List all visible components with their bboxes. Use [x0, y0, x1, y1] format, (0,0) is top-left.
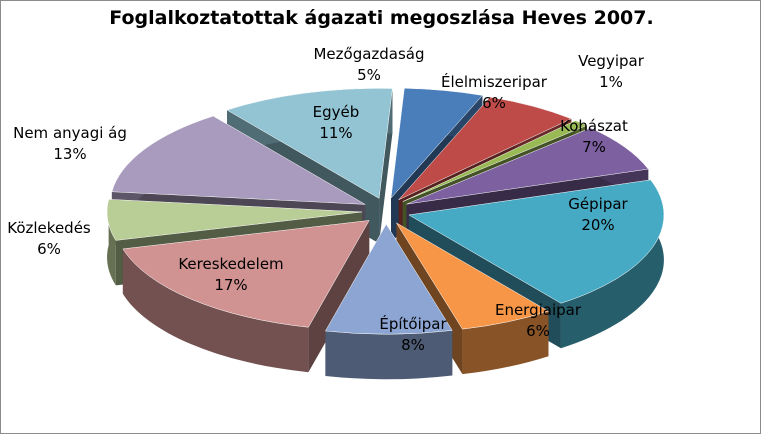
slice-mezogazdasag [390, 87, 483, 199]
slice-label-name-gepipar: Gépipar [568, 195, 628, 213]
chart-title: Foglalkoztatottak ágazati megoszlása Hev… [109, 7, 654, 29]
slice-side-gepipar [560, 179, 664, 349]
slice-label-name-kereskedelem: Kereskedelem [178, 255, 283, 273]
slice-nem-anyagi-ag [111, 115, 366, 205]
slice-side-energiaipar [462, 311, 549, 375]
slice-label-value-kohaszat: 7% [582, 138, 606, 156]
slice-egyeb [226, 88, 393, 199]
slice-gepipar [408, 179, 665, 304]
slice-kereskedelem [122, 220, 370, 328]
slice-label-name-epitoipar: Építőipar [379, 314, 447, 333]
slice-label-value-egyeb: 11% [319, 124, 352, 142]
slice-kohaszat [406, 127, 649, 205]
slice-label-value-mezogazdasag: 5% [357, 66, 381, 84]
slice-label-name-kozlekedes: Közlekedés [7, 219, 91, 237]
slice-label-value-kereskedelem: 17% [214, 276, 247, 294]
slice-label-name-mezogazdasag: Mezőgazdaság [313, 45, 424, 63]
slice-label-value-elelmiszeripar: 6% [482, 94, 506, 112]
slice-label-value-kozlekedes: 6% [37, 240, 61, 258]
slice-label-name-nem-anyagi-ag: Nem anyagi ág [13, 124, 127, 142]
slice-label-name-kohaszat: Kohászat [560, 117, 628, 135]
slice-label-name-energiaipar: Energiaipar [495, 301, 582, 319]
slice-side-kozlekedes [107, 199, 116, 286]
slice-vegyipar [402, 120, 588, 202]
slice-label-name-vegyipar: Vegyipar [578, 52, 645, 70]
slice-elelmiszeripar [398, 96, 572, 201]
slice-label-value-energiaipar: 6% [526, 322, 550, 340]
pie-tops [106, 87, 665, 335]
slice-label-name-egyeb: Egyéb [313, 103, 360, 121]
slice-label-value-nem-anyagi-ag: 13% [53, 145, 86, 163]
slice-label-value-epitoipar: 8% [401, 336, 425, 354]
slice-label-value-vegyipar: 1% [599, 73, 623, 91]
pie-labels: Mezőgazdaság 5% Élelmiszeripar 6% Vegyipar 1%… [7, 45, 644, 354]
slice-label-name-elelmiszeripar: Élelmiszeripar [441, 72, 548, 91]
slice-side-epitoipar [325, 330, 453, 380]
slice-kozlekedes [106, 199, 363, 241]
slice-side-kereskedelem [122, 248, 309, 373]
slice-epitoipar [325, 223, 453, 335]
slice-energiaipar [396, 222, 550, 330]
slice-label-value-gepipar: 20% [581, 216, 614, 234]
